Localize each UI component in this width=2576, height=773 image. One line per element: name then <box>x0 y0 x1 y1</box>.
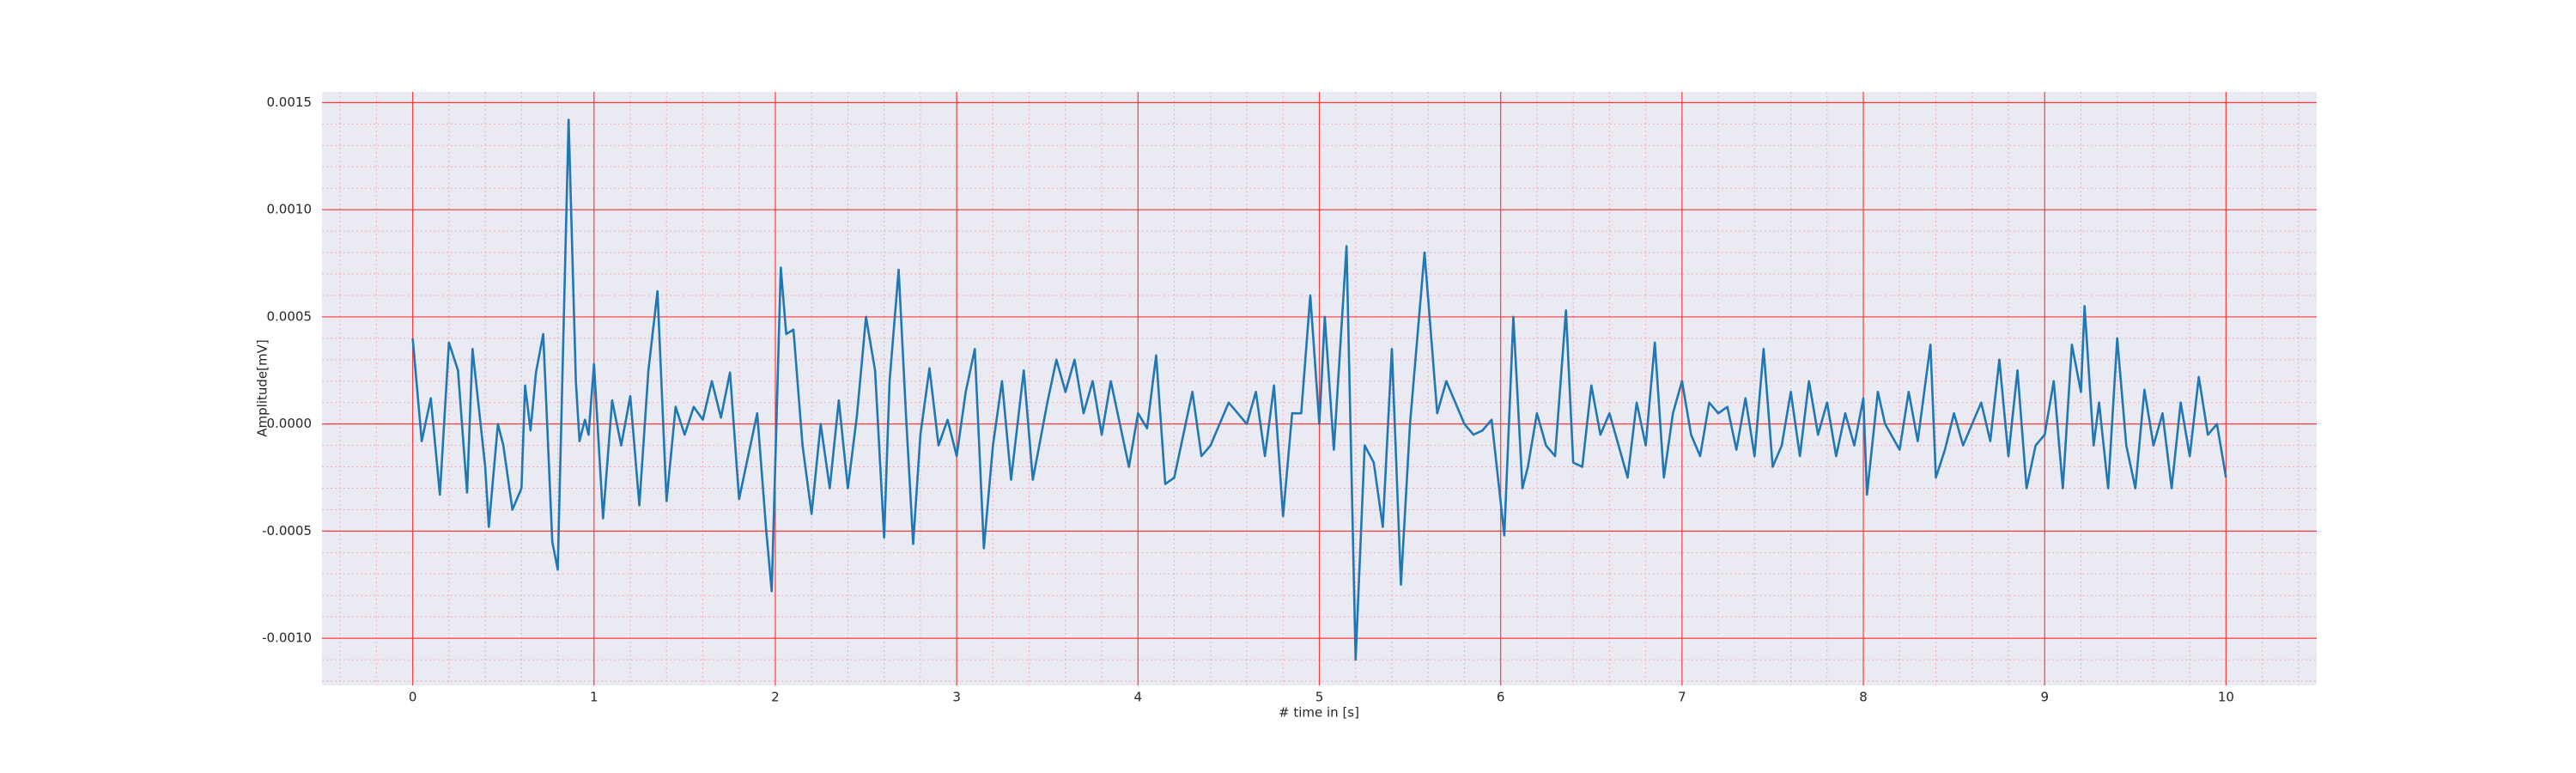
y-tick-label: 0.0000 <box>267 416 313 431</box>
x-tick-label: 8 <box>1859 690 1868 705</box>
y-tick-label: -0.0010 <box>262 630 312 646</box>
y-tick-label: 0.0005 <box>267 308 313 324</box>
x-tick-label: 10 <box>2218 690 2234 705</box>
x-axis-label: # time in [s] <box>1279 705 1359 721</box>
labels: -0.0010 -0.0005 0.0000 0.0005 0.0010 0.0015 0 1… <box>262 94 2234 705</box>
y-axis-label: Amplitude[mV] <box>255 339 270 436</box>
x-tick-label: 0 <box>409 690 417 705</box>
x-tick-label: 3 <box>952 690 961 705</box>
grid <box>322 92 2317 685</box>
x-tick-label: 4 <box>1134 690 1143 705</box>
x-tick-label: 6 <box>1497 690 1505 705</box>
line-series <box>411 119 2227 661</box>
y-tick-label: -0.0005 <box>262 523 312 539</box>
y-tick-label: 0.0010 <box>267 202 313 217</box>
x-tick-label: 1 <box>590 690 598 705</box>
x-tick-label: 2 <box>771 690 780 705</box>
marks <box>411 119 2227 661</box>
x-tick-label: 9 <box>2040 690 2049 705</box>
x-tick-label: 5 <box>1315 690 1324 705</box>
y-tick-label: 0.0015 <box>267 94 313 110</box>
x-tick-label: 7 <box>1678 690 1686 705</box>
